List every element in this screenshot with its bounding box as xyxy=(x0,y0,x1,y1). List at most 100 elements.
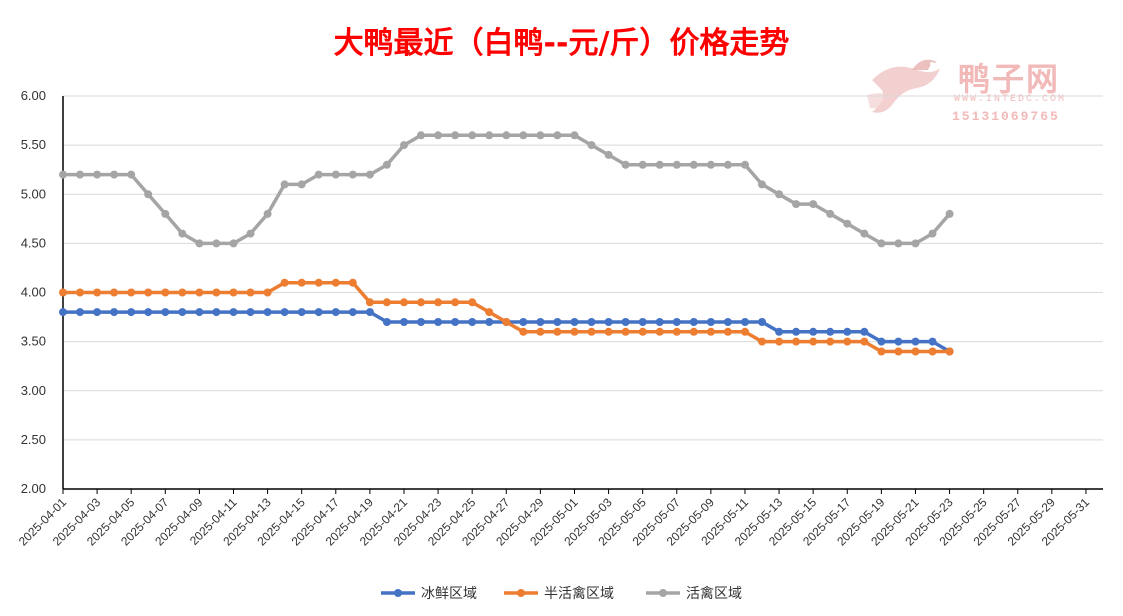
data-point xyxy=(382,318,391,326)
data-point xyxy=(775,327,784,336)
legend-marker xyxy=(517,589,525,597)
data-point xyxy=(144,190,153,199)
data-point xyxy=(723,318,732,326)
data-point xyxy=(229,288,238,297)
data-point xyxy=(110,308,119,317)
data-point xyxy=(945,347,954,356)
data-point xyxy=(706,160,715,169)
data-point xyxy=(417,318,425,326)
data-point xyxy=(672,318,681,326)
legend-marker xyxy=(659,589,667,597)
legend-marker xyxy=(394,589,402,597)
data-point xyxy=(911,239,920,248)
data-point xyxy=(604,318,613,326)
data-point xyxy=(877,347,886,356)
data-point xyxy=(400,298,408,307)
data-point xyxy=(758,180,766,189)
data-point xyxy=(93,170,102,179)
data-point xyxy=(59,170,67,179)
data-point xyxy=(314,170,323,179)
watermark-name: 鸭子网 xyxy=(958,60,1061,98)
data-point xyxy=(536,131,545,140)
data-point xyxy=(263,308,272,317)
data-point xyxy=(382,160,391,169)
data-point xyxy=(860,337,869,346)
data-point xyxy=(280,278,289,287)
data-point xyxy=(76,288,84,297)
data-point xyxy=(809,327,818,336)
data-point xyxy=(297,278,306,287)
y-tick-label: 4.50 xyxy=(21,235,46,250)
data-point xyxy=(76,308,84,317)
data-point xyxy=(689,318,698,326)
data-point xyxy=(741,160,749,169)
data-point xyxy=(570,131,579,140)
data-point xyxy=(212,308,221,317)
data-point xyxy=(928,337,937,346)
data-point xyxy=(723,327,732,336)
data-point xyxy=(246,288,255,297)
legend-label: 活禽区域 xyxy=(686,585,742,602)
legend-label: 冰鲜区域 xyxy=(421,586,477,602)
y-tick-label: 6.00 xyxy=(21,88,46,103)
legend: 冰鲜区域 半活禽区域 活禽区域 xyxy=(381,585,742,602)
data-point xyxy=(621,160,630,169)
data-point xyxy=(365,298,374,307)
data-point xyxy=(621,318,630,326)
data-point xyxy=(468,318,477,326)
data-point xyxy=(485,308,494,317)
data-point xyxy=(110,170,119,179)
data-point xyxy=(809,337,818,346)
grid-lines xyxy=(63,95,1103,441)
data-point xyxy=(348,308,357,317)
data-point xyxy=(93,288,102,297)
data-point xyxy=(263,209,272,218)
data-point xyxy=(195,288,204,297)
duck-logo-icon xyxy=(867,59,940,113)
data-point xyxy=(212,239,221,248)
data-point xyxy=(792,337,801,346)
data-point xyxy=(928,347,937,356)
data-point xyxy=(723,160,732,169)
data-point xyxy=(212,288,221,297)
watermark-logo xyxy=(862,50,1092,130)
data-point xyxy=(604,327,613,336)
data-point xyxy=(348,170,357,179)
data-point xyxy=(741,327,749,336)
data-point xyxy=(843,337,852,346)
data-point xyxy=(911,337,920,346)
data-point xyxy=(178,288,187,297)
data-point xyxy=(706,327,715,336)
data-point xyxy=(689,327,698,336)
data-point xyxy=(826,209,835,218)
data-point xyxy=(76,170,84,179)
data-point xyxy=(127,170,136,179)
data-point xyxy=(672,160,681,169)
data-point xyxy=(758,318,766,326)
data-point xyxy=(894,239,903,248)
data-point xyxy=(331,278,340,287)
data-point xyxy=(280,180,289,189)
data-point xyxy=(775,337,784,346)
data-point xyxy=(604,150,613,159)
data-point xyxy=(894,337,903,346)
chart-title: 大鸭最近（白鸭--元/斤）价格走势 xyxy=(333,26,790,61)
y-tick-label: 4.00 xyxy=(21,285,46,300)
data-point xyxy=(59,308,67,317)
data-point xyxy=(945,209,954,218)
data-point xyxy=(297,180,306,189)
data-point xyxy=(485,131,494,140)
y-tick-label: 5.50 xyxy=(21,137,46,152)
data-point xyxy=(417,131,425,140)
data-point xyxy=(587,141,596,150)
data-point xyxy=(502,318,511,326)
y-tick-label: 2.00 xyxy=(21,481,46,496)
data-point xyxy=(195,308,204,317)
series-1 xyxy=(59,308,954,356)
data-point xyxy=(502,131,511,140)
data-point xyxy=(297,308,306,317)
data-point xyxy=(195,239,204,248)
data-point xyxy=(229,239,238,248)
y-tick-label: 3.00 xyxy=(21,383,46,398)
